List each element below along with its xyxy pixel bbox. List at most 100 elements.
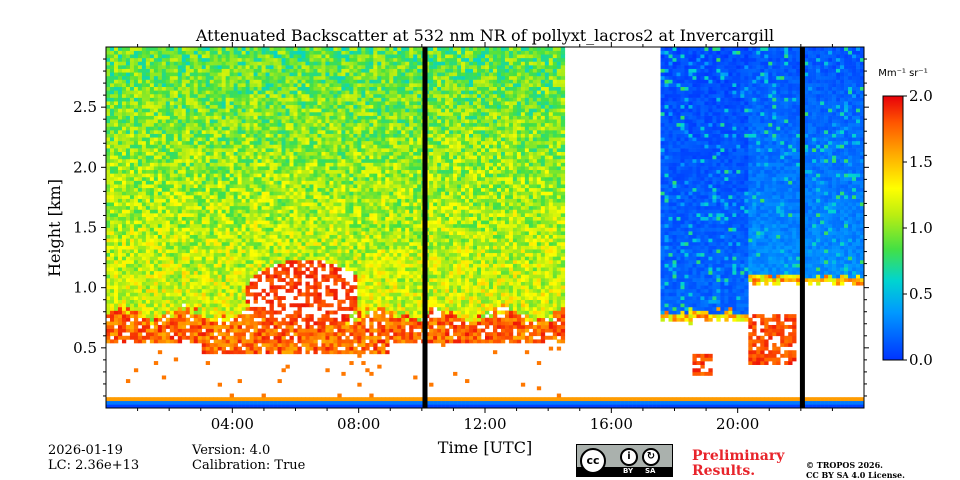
heatmap-cell — [221, 75, 226, 80]
heatmap-cell — [106, 324, 111, 329]
heatmap-cell — [137, 227, 143, 232]
heatmap-cell — [333, 195, 338, 199]
heatmap-cell — [169, 328, 175, 333]
heatmap-cell — [157, 137, 163, 142]
heatmap-cell — [305, 115, 310, 120]
heatmap-cell — [265, 191, 270, 196]
heatmap-cell — [161, 234, 167, 239]
heatmap-cell — [149, 278, 155, 282]
heatmap-cell — [253, 267, 258, 272]
heatmap-cell — [165, 400, 171, 405]
chart-title: Attenuated Backscatter at 532 nm NR of p… — [195, 26, 774, 45]
heatmap-cell — [125, 270, 131, 275]
heatmap-cell — [181, 151, 187, 156]
heatmap-cell — [221, 241, 226, 246]
heatmap-cell — [321, 86, 326, 91]
heatmap-cell — [201, 281, 207, 286]
heatmap-cell — [205, 223, 211, 228]
heatmap-cell — [225, 314, 230, 319]
heatmap-cell — [253, 130, 258, 134]
heatmap-cell — [193, 303, 199, 308]
heatmap-cell — [261, 166, 266, 171]
heatmap-cell — [133, 281, 139, 286]
heatmap-cell — [229, 137, 234, 142]
heatmap-cell — [337, 137, 342, 142]
heatmap-cell — [229, 238, 234, 243]
heatmap-cell — [341, 245, 346, 250]
heatmap-cell — [169, 57, 175, 62]
heatmap-cell — [245, 115, 250, 120]
heatmap-cell — [213, 50, 219, 55]
heatmap-cell — [221, 306, 226, 311]
heatmap-cell — [309, 270, 314, 275]
heatmap-cell — [245, 57, 250, 62]
heatmap-cell — [313, 281, 318, 286]
heatmap-cell — [225, 404, 230, 408]
heatmap-cell — [281, 400, 286, 405]
heatmap-cell — [141, 321, 147, 326]
heatmap-cell — [305, 231, 310, 236]
heatmap-cell — [237, 86, 242, 91]
heatmap-cell — [333, 292, 338, 297]
heatmap-cell — [149, 314, 155, 319]
heatmap-cell — [165, 321, 171, 326]
heatmap-cell — [225, 83, 230, 88]
heatmap-cell — [329, 83, 334, 88]
heatmap-cell — [309, 137, 314, 142]
heatmap-cell — [277, 270, 282, 275]
heatmap-cell — [337, 195, 342, 199]
heatmap-cell — [169, 306, 175, 311]
heatmap-cell — [225, 267, 230, 272]
heatmap-cell — [145, 101, 151, 106]
heatmap-cell — [165, 137, 171, 142]
heatmap-cell — [281, 140, 286, 145]
heatmap-cell — [125, 238, 131, 243]
heatmap-cell — [113, 155, 119, 160]
heatmap-cell — [145, 241, 151, 246]
heatmap-cell — [329, 335, 334, 340]
heatmap-cell — [333, 231, 338, 236]
heatmap-cell — [177, 166, 183, 171]
heatmap-cell — [285, 93, 290, 98]
heatmap-cell — [305, 288, 310, 293]
heatmap-cell — [185, 173, 191, 178]
heatmap-cell — [249, 65, 254, 69]
heatmap-cell — [329, 292, 334, 297]
heatmap-cell — [265, 263, 270, 268]
heatmap-cell — [277, 231, 282, 236]
heatmap-cell — [133, 75, 139, 80]
heatmap-cell — [241, 288, 246, 293]
heatmap-cell — [293, 227, 298, 232]
heatmap-cell — [197, 151, 203, 156]
heatmap-cell — [141, 324, 147, 329]
heatmap-cell — [329, 216, 334, 221]
heatmap-cell — [333, 111, 338, 116]
heatmap-cell — [249, 252, 254, 257]
heatmap-cell — [261, 321, 266, 326]
heatmap-cell — [189, 231, 195, 236]
heatmap-cell — [225, 47, 230, 51]
heatmap-cell — [265, 328, 270, 333]
heatmap-cell — [277, 198, 282, 203]
heatmap-cell — [193, 205, 199, 210]
heatmap-cell — [241, 252, 246, 257]
heatmap-cell — [285, 72, 290, 77]
heatmap-cell — [149, 310, 155, 315]
heatmap-cell — [193, 263, 199, 268]
heatmap-cell — [201, 173, 207, 178]
heatmap-cell — [161, 213, 167, 217]
heatmap-cell — [165, 50, 171, 55]
heatmap-cell — [189, 130, 195, 134]
heatmap-cell — [305, 169, 310, 174]
heatmap-cell — [245, 339, 250, 344]
heatmap-cell — [201, 111, 207, 116]
heatmap-cell — [141, 278, 147, 282]
heatmap-cell — [289, 231, 294, 236]
heatmap-cell — [181, 306, 187, 311]
heatmap-cell — [277, 296, 282, 300]
heatmap-cell — [169, 133, 175, 138]
heatmap-cell — [293, 223, 298, 228]
heatmap-cell — [153, 234, 159, 239]
heatmap-cell — [313, 119, 318, 124]
heatmap-cell — [169, 173, 175, 178]
